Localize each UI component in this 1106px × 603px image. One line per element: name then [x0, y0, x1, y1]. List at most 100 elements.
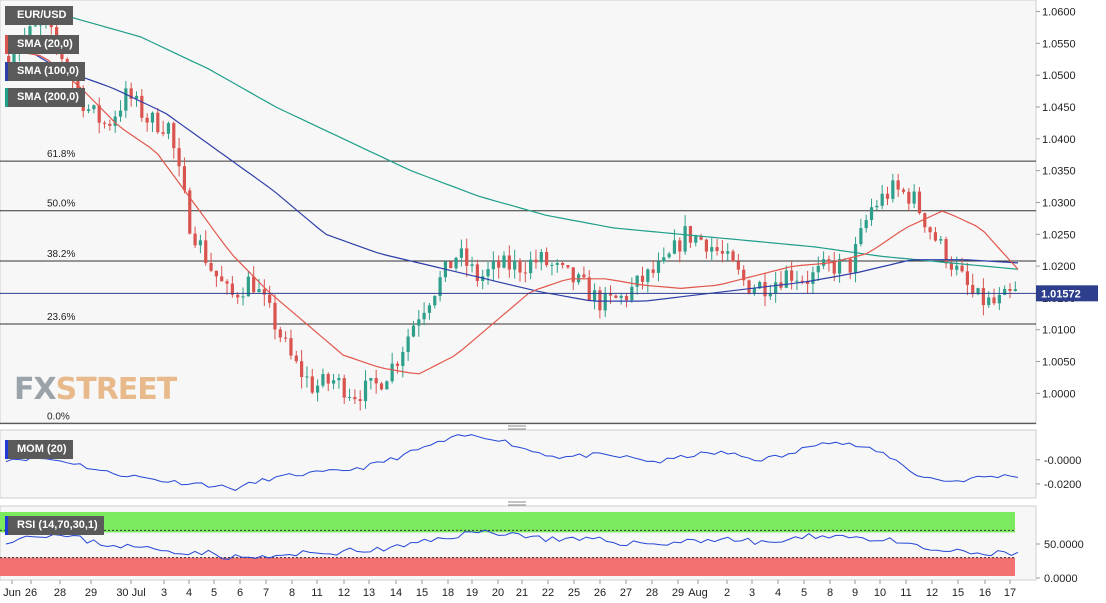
candle-body — [459, 248, 463, 258]
candle-body — [987, 297, 991, 306]
candle-body — [582, 274, 586, 278]
candle-body — [720, 251, 724, 254]
candle-body — [278, 329, 282, 338]
price-tick-label: 1.0100 — [1042, 325, 1076, 337]
candle-body — [598, 290, 602, 311]
candle-body — [204, 240, 208, 264]
candle-body — [475, 264, 479, 281]
candle-body — [646, 269, 650, 282]
candle-body — [688, 226, 693, 243]
candle-body — [86, 109, 91, 111]
price-tick-label: 1.0050 — [1042, 357, 1076, 369]
candle-body — [816, 265, 820, 273]
candle-body — [97, 105, 101, 123]
candle-body — [358, 399, 362, 402]
candle-body — [960, 265, 964, 272]
candle-body — [592, 290, 597, 301]
time-tick-label: 10 — [874, 587, 886, 599]
candle-body — [752, 288, 756, 294]
time-tick-label: 3 — [749, 587, 755, 599]
fib-label: 23.6% — [47, 312, 75, 323]
candle-body — [193, 233, 197, 246]
candle-body — [385, 381, 389, 390]
candle-body — [869, 207, 874, 221]
candle-body — [976, 288, 980, 295]
time-tick-label: 8 — [827, 587, 833, 599]
candle-body — [635, 275, 639, 287]
candle-body — [640, 275, 645, 282]
candle-body — [710, 247, 714, 252]
candle-body — [529, 259, 533, 274]
rsi-tick-label: 50.0000 — [1044, 539, 1084, 551]
candle-body — [273, 302, 277, 330]
candle-body — [102, 122, 107, 124]
sma20-line — [5, 49, 1019, 375]
current-price-tag — [1036, 285, 1098, 302]
candle-body — [491, 261, 495, 270]
candle-body — [715, 247, 719, 252]
candle-body — [252, 276, 256, 293]
candle-body — [241, 296, 245, 298]
candle-body — [550, 264, 554, 266]
candle-body — [268, 294, 272, 303]
sma100-line — [5, 36, 1019, 302]
time-tick-label: 11 — [900, 587, 911, 599]
candle-body — [885, 193, 890, 199]
rsi-overbought-zone — [0, 512, 1015, 533]
candle-body — [795, 280, 799, 282]
candle-body — [534, 259, 538, 263]
time-tick-label: 28 — [646, 587, 658, 599]
candle-body — [662, 257, 666, 262]
candle-body — [832, 261, 836, 274]
candle-body — [417, 319, 421, 326]
time-tick-label: 6 — [237, 587, 243, 599]
sma20-legend: SMA (20,0) — [5, 35, 79, 54]
candle-body — [811, 272, 815, 284]
candle-body — [518, 260, 522, 273]
candle-body — [145, 117, 149, 123]
candle-body — [220, 276, 224, 282]
candle-body — [896, 180, 900, 190]
candle-body — [545, 252, 549, 266]
candle-body — [928, 227, 932, 233]
candle-body — [401, 352, 405, 366]
candle-body — [140, 95, 144, 118]
candle-body — [28, 26, 32, 36]
candle-body — [305, 376, 309, 378]
candle-body — [672, 240, 677, 254]
candle-body — [699, 236, 703, 240]
candle-body — [736, 261, 740, 270]
candle-body — [236, 294, 240, 298]
candle-body — [933, 232, 938, 241]
candle-body — [513, 260, 517, 270]
price-tick-label: 1.0600 — [1042, 7, 1076, 19]
time-tick-label: 15 — [952, 587, 964, 599]
rsi-tick-label: 0.0000 — [1044, 573, 1078, 585]
candle-body — [971, 284, 975, 295]
sma200-legend: SMA (200,0) — [5, 88, 85, 107]
candle-body — [891, 180, 895, 199]
candle-body — [454, 257, 458, 269]
time-tick-label: Jun — [3, 587, 21, 599]
candle-body — [502, 255, 506, 268]
candle-body — [619, 295, 623, 298]
candle-body — [395, 363, 400, 366]
time-tick-label: 5 — [801, 587, 807, 599]
candle-body — [758, 282, 762, 289]
candle-body — [118, 110, 123, 117]
candle-body — [694, 236, 698, 243]
fib-label: 38.2% — [47, 249, 75, 260]
candle-body — [315, 385, 320, 393]
candle-body — [182, 166, 187, 191]
candle-body — [374, 378, 378, 384]
candle-body — [427, 305, 432, 313]
candle-body — [827, 259, 831, 262]
candle-body — [678, 240, 682, 252]
time-tick-label: 11 — [311, 587, 322, 599]
time-tick-label: 29 — [85, 587, 97, 599]
fib-label: 50.0% — [47, 199, 75, 210]
sma200-line — [5, 10, 1019, 270]
candle-body — [129, 88, 133, 99]
candle-body — [321, 374, 325, 386]
